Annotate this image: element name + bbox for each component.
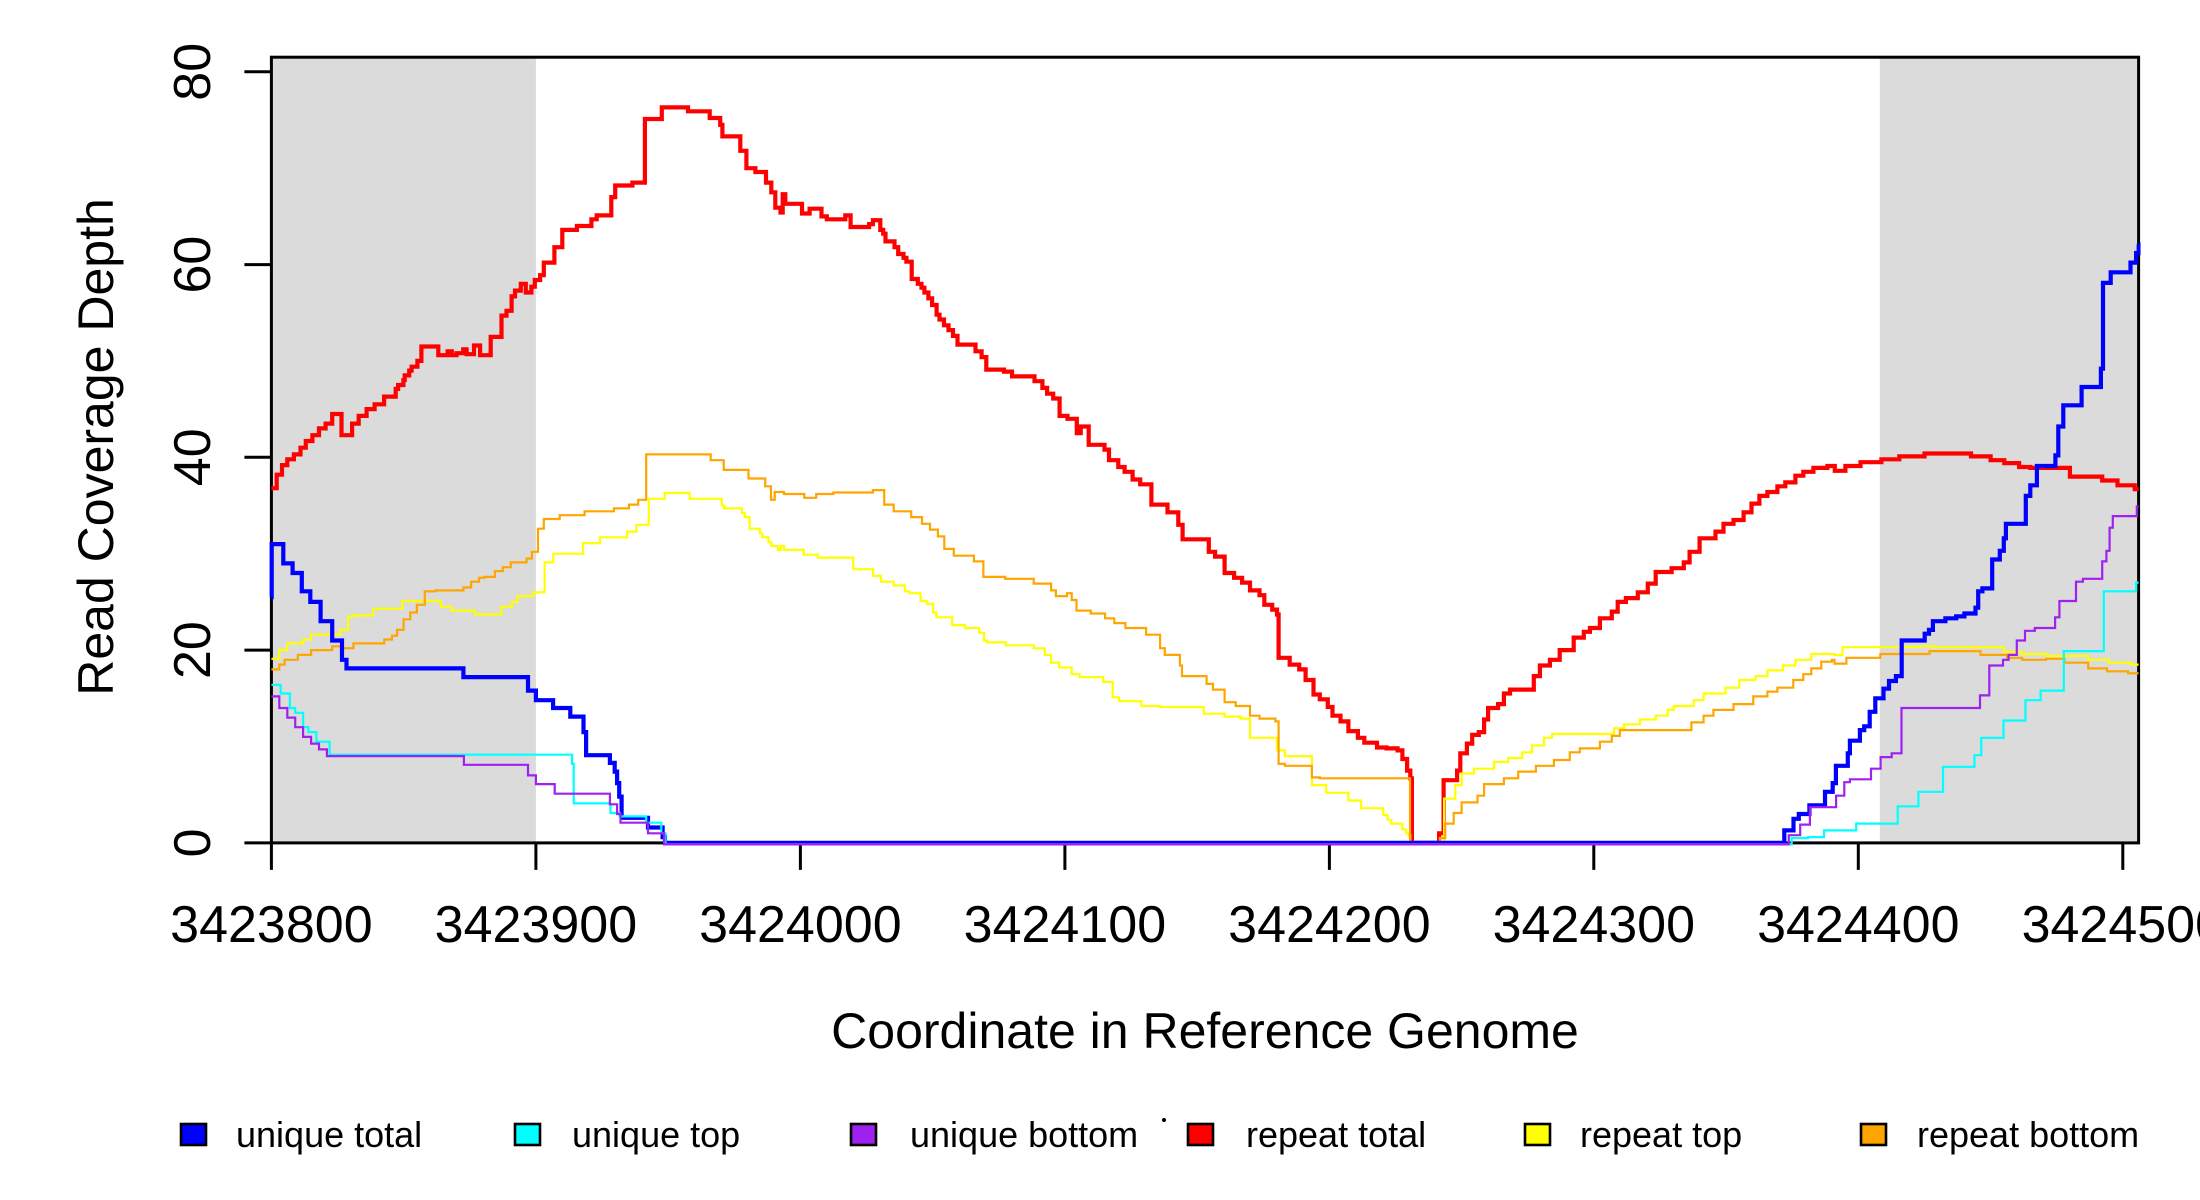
svg-text:repeat total: repeat total <box>1246 1114 1426 1155</box>
svg-text:repeat bottom: repeat bottom <box>1917 1114 2139 1155</box>
svg-text:3424100: 3424100 <box>964 896 1166 954</box>
svg-text:0: 0 <box>164 828 222 857</box>
svg-text:3423900: 3423900 <box>435 896 637 954</box>
svg-text:Coordinate in Reference Genome: Coordinate in Reference Genome <box>831 1003 1579 1059</box>
svg-text:80: 80 <box>164 43 222 101</box>
svg-text:3424300: 3424300 <box>1493 896 1695 954</box>
svg-text:20: 20 <box>164 621 222 679</box>
svg-text:unique top: unique top <box>572 1114 740 1155</box>
svg-text:repeat top: repeat top <box>1580 1114 1742 1155</box>
svg-text:3424400: 3424400 <box>1757 896 1959 954</box>
svg-text:3424000: 3424000 <box>699 896 901 954</box>
svg-text:3423800: 3423800 <box>170 896 372 954</box>
svg-text:3424200: 3424200 <box>1228 896 1430 954</box>
svg-text:unique total: unique total <box>236 1114 422 1155</box>
svg-text:Read Coverage Depth: Read Coverage Depth <box>68 198 124 696</box>
svg-text:60: 60 <box>164 236 222 294</box>
svg-text:40: 40 <box>164 428 222 486</box>
svg-text:unique bottom: unique bottom <box>910 1114 1138 1155</box>
